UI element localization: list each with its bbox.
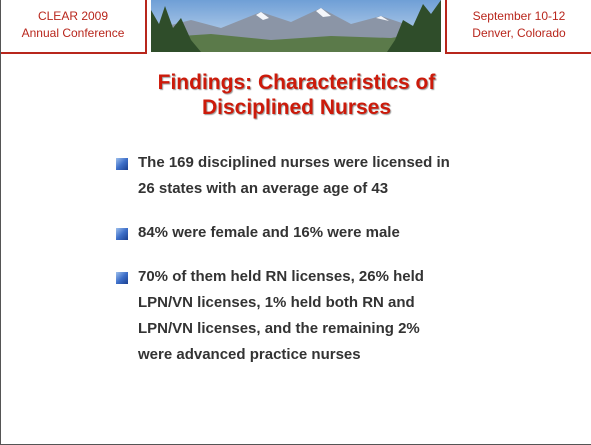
bullet-line: LPN/VN licenses, and the remaining 2% <box>138 320 420 337</box>
bullet: 84% were female and 16% were male <box>113 220 553 246</box>
bullet-line: were advanced practice nurses <box>138 346 361 363</box>
header-line: Denver, Colorado <box>472 26 566 40</box>
header-left: CLEAR 2009 Annual Conference <box>1 0 147 54</box>
bullet-icon <box>116 228 128 240</box>
bullet-line: LPN/VN licenses, 1% held both RN and <box>138 294 415 311</box>
bullet-icon <box>116 272 128 284</box>
bullet-line: 70% of them held RN licenses, 26% held <box>138 268 424 285</box>
bullet-list: The 169 disciplined nurses were licensed… <box>113 150 553 386</box>
header-right: September 10-12 Denver, Colorado <box>445 0 591 54</box>
bullet: The 169 disciplined nurses were licensed… <box>113 150 553 202</box>
bullet-line: 26 states with an average age of 43 <box>138 180 389 197</box>
mountain-banner <box>151 0 441 52</box>
bullet-line: 84% were female and 16% were male <box>138 224 400 241</box>
slide-title: Findings: Characteristics of Disciplined… <box>1 70 591 120</box>
title-line: Findings: Characteristics of <box>157 71 436 94</box>
header-line: Annual Conference <box>21 26 125 40</box>
header-line: September 10-12 <box>472 9 566 23</box>
bullet-line: The 169 disciplined nurses were licensed… <box>138 154 450 171</box>
bullet-icon <box>116 158 128 170</box>
header-line: CLEAR 2009 <box>37 9 109 23</box>
title-line: Disciplined Nurses <box>201 96 392 119</box>
bullet: 70% of them held RN licenses, 26% held LP… <box>113 264 553 368</box>
